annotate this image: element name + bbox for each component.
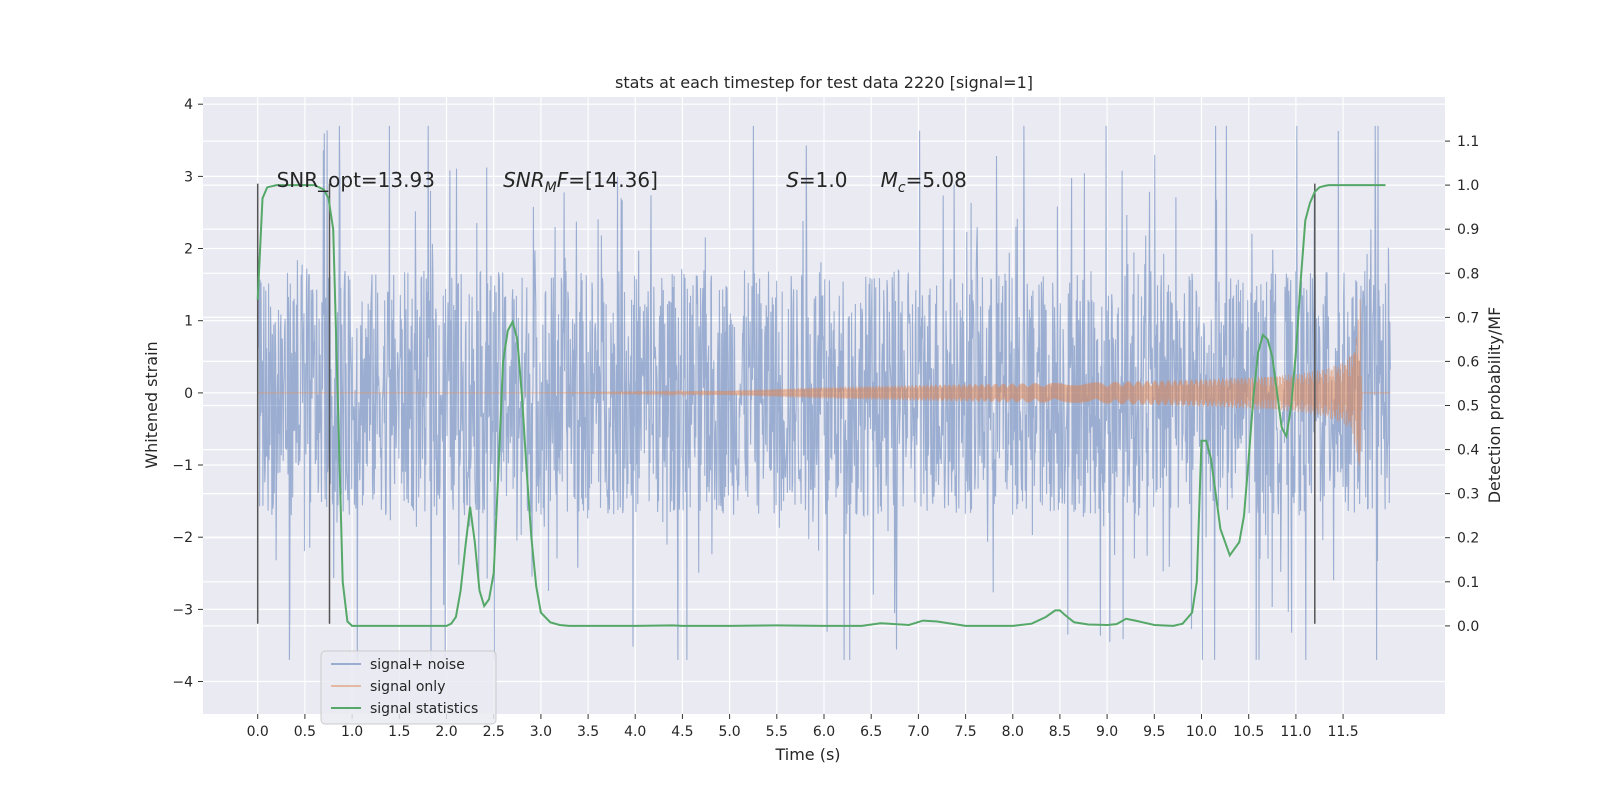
x-tick-label: 9.0 [1096,724,1118,740]
x-tick-label: 11.5 [1328,724,1359,740]
left-tick-label: 0 [184,386,193,402]
annotation-part: c [898,180,906,196]
annotation-part: =5.08 [906,168,967,192]
x-tick-label: 1.5 [388,724,410,740]
left-tick-label: 4 [184,97,193,113]
right-axis-label: Detection probability/MF [1485,307,1504,504]
right-tick-label: 0.2 [1457,531,1479,547]
signal-statistics-line [256,184,1386,627]
x-tick-label: 3.0 [530,724,552,740]
annotation-part: M [545,180,557,196]
x-tick-label: 7.5 [954,724,976,740]
right-tick-label: 0.5 [1457,399,1479,415]
right-tick-label: 0.7 [1457,310,1479,326]
annotation-part: SNR [503,168,545,192]
x-tick-label: 7.0 [907,724,929,740]
annotation-part: F [557,168,569,192]
x-tick-label: 8.0 [1002,724,1024,740]
left-tick-label: 1 [184,314,193,330]
x-axis-label: Time (s) [774,745,840,764]
legend-label-signal-noise: signal+ noise [370,657,465,673]
annotation-part: S [786,168,799,192]
x-tick-label: 9.5 [1143,724,1165,740]
annotation-part: SNR_opt=13.93 [277,168,435,192]
left-tick-label: −4 [172,675,193,691]
x-tick-label: 10.5 [1233,724,1264,740]
x-tick-label: 0.0 [247,724,269,740]
annotation-part: =1.0 [799,168,848,192]
right-tick-label: 0.8 [1457,266,1479,282]
right-tick-label: 1.1 [1457,134,1479,150]
annotations: SNR_opt=13.93 SNRMF=[14.36] S=1.0 Mc=5.08 [277,168,967,196]
left-axis-ticks: −4 −3 −2 −1 0 1 2 3 4 [172,97,203,691]
legend-box [320,650,497,725]
annotation-part: =[14.36] [568,168,658,192]
left-axis-label: Whitened strain [142,341,161,468]
right-tick-label: 0.3 [1457,487,1479,503]
marker-lines [256,183,1316,624]
chart-title: stats at each timestep for test data 222… [615,73,1033,92]
right-tick-label: 0.6 [1457,354,1479,370]
left-tick-label: −3 [172,602,193,618]
x-tick-label: 0.5 [294,724,316,740]
x-tick-label: 2.0 [435,724,457,740]
x-tick-label: 5.5 [766,724,788,740]
x-tick-label: 10.0 [1186,724,1217,740]
signal-only-trace [257,299,1391,466]
signal-noise-trace [257,125,1391,660]
x-tick-label: 6.0 [813,724,835,740]
right-tick-label: 0.0 [1457,619,1479,635]
annotation-spin: S=1.0 [786,168,847,192]
x-axis-ticks: 0.0 0.5 1.0 1.5 2.0 2.5 3.0 3.5 4.0 4.5 5.0 5.5 6.0 6… [247,714,1359,740]
annotation-snr-mf: SNRMF=[14.36] [503,168,658,196]
series-signal-noise [257,125,1391,660]
x-tick-label: 4.0 [624,724,646,740]
right-tick-label: 1.0 [1457,178,1479,194]
x-tick-label: 8.5 [1049,724,1071,740]
x-tick-label: 4.5 [671,724,693,740]
right-axis-ticks: 0.0 0.1 0.2 0.3 0.4 0.5 0.6 0.7 0.8 0.9 1.0 1.1 [1445,134,1479,635]
x-tick-label: 1.0 [341,724,363,740]
x-tick-label: 5.0 [718,724,740,740]
x-tick-label: 6.5 [860,724,882,740]
annotation-chirp-mass: Mc=5.08 [881,168,967,196]
series-signal-only [257,299,1391,466]
annotation-part: M [881,168,898,192]
left-tick-label: 3 [184,169,193,185]
legend-label-signal-only: signal only [370,679,445,695]
right-tick-label: 0.4 [1457,443,1479,459]
series-signal-statistics [256,184,1386,627]
x-tick-label: 11.0 [1280,724,1311,740]
right-tick-label: 0.1 [1457,575,1479,591]
legend-label-signal-statistics: signal statistics [370,701,478,717]
left-tick-label: −2 [172,530,193,546]
annotation-snr-opt: SNR_opt=13.93 [277,168,435,192]
left-tick-label: −1 [172,458,193,474]
left-tick-label: 2 [184,242,193,258]
x-tick-label: 2.5 [483,724,505,740]
right-tick-label: 0.9 [1457,222,1479,238]
legend: signal+ noise signal only signal statist… [320,650,497,725]
x-tick-label: 3.5 [577,724,599,740]
